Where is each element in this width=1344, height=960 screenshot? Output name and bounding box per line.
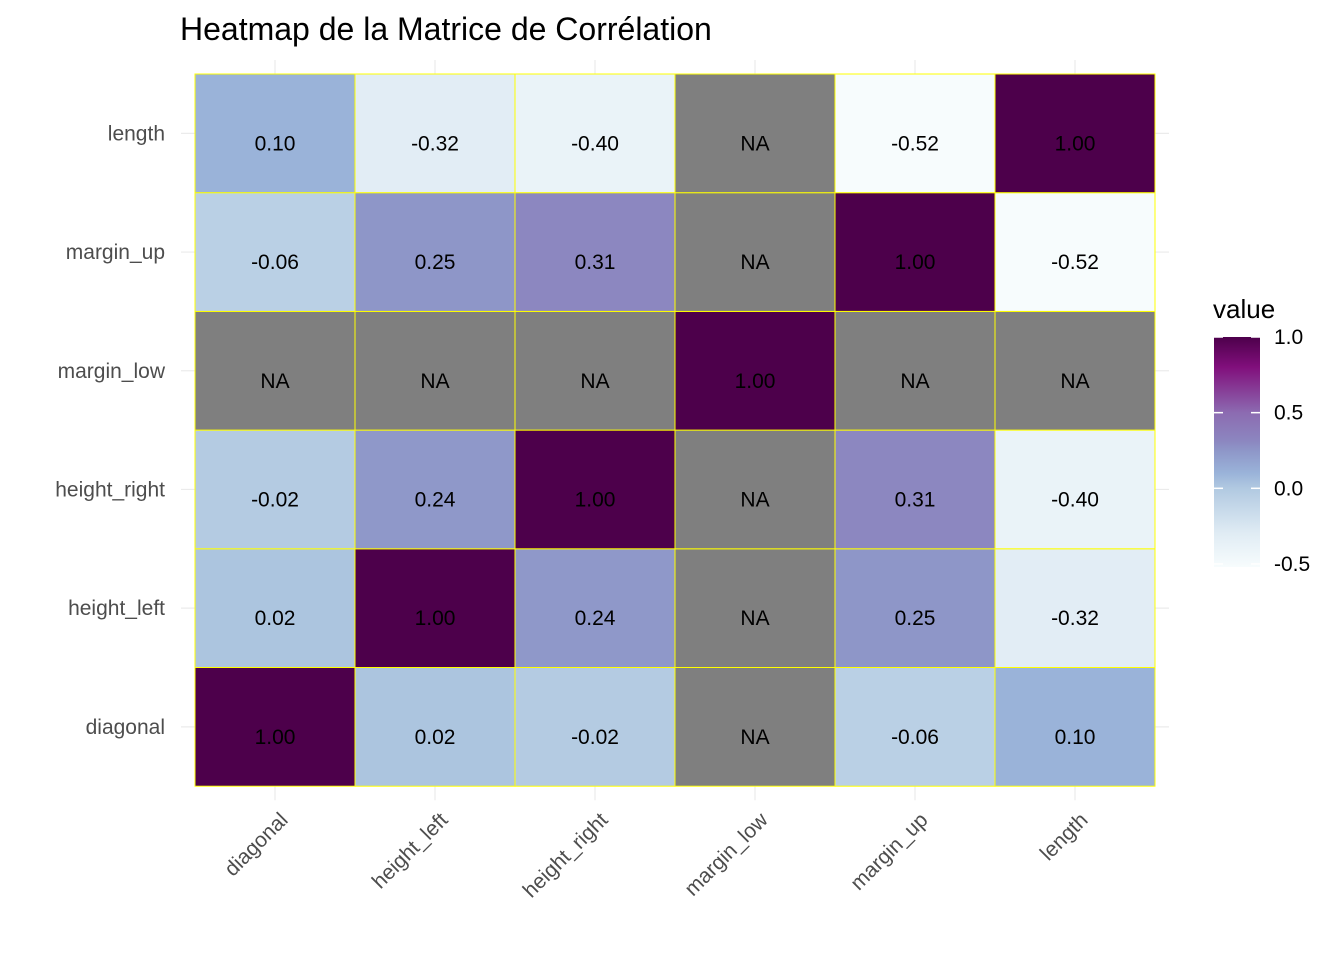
cell-value-label: 0.02 bbox=[255, 607, 296, 630]
legend-title: value bbox=[1213, 294, 1275, 324]
cell-value-label: -0.06 bbox=[251, 251, 299, 274]
cell-value-label: -0.02 bbox=[571, 726, 619, 749]
heatmap-cell bbox=[514, 73, 676, 194]
cell-value-label: -0.32 bbox=[1051, 607, 1099, 630]
x-tick-label: height_left bbox=[368, 808, 453, 893]
y-tick-label: length bbox=[108, 122, 165, 145]
heatmap-cell bbox=[194, 429, 356, 550]
cell-value-label: 0.02 bbox=[415, 726, 456, 749]
heatmap-cell bbox=[674, 548, 836, 668]
heatmap-cell bbox=[354, 310, 516, 431]
heatmap-cell bbox=[834, 192, 996, 312]
cell-value-label: -0.52 bbox=[891, 132, 939, 155]
y-tick-label: height_left bbox=[68, 597, 165, 620]
chart-title: Heatmap de la Matrice de Corrélation bbox=[180, 11, 712, 47]
heatmap-cell bbox=[514, 429, 676, 550]
cell-value-label: 1.00 bbox=[895, 251, 936, 274]
legend-tick-label: 0.0 bbox=[1274, 477, 1303, 500]
heatmap-cell bbox=[834, 429, 996, 550]
cell-value-label: 1.00 bbox=[575, 488, 616, 511]
cell-value-label: 1.00 bbox=[735, 370, 776, 393]
cell-value-label: 0.24 bbox=[575, 607, 616, 630]
x-tick-label: margin_up bbox=[846, 808, 932, 894]
y-tick-label: height_right bbox=[55, 478, 165, 501]
legend-tick-label: -0.5 bbox=[1274, 553, 1310, 576]
heatmap-cell bbox=[194, 310, 356, 431]
cell-value-label: 0.31 bbox=[895, 488, 936, 511]
cell-value-label: -0.40 bbox=[571, 132, 619, 155]
cell-value-label: 0.31 bbox=[575, 251, 616, 274]
x-tick-label: diagonal bbox=[220, 808, 292, 880]
cell-value-label: NA bbox=[580, 370, 609, 393]
cell-value-label: -0.02 bbox=[251, 488, 299, 511]
heatmap-cell bbox=[514, 192, 676, 312]
heatmap-cell bbox=[834, 73, 996, 194]
y-tick-label: margin_up bbox=[66, 241, 165, 264]
heatmap-cell bbox=[354, 192, 516, 312]
cell-value-label: NA bbox=[1060, 370, 1089, 393]
heatmap-cell bbox=[994, 73, 1156, 194]
cell-value-label: NA bbox=[420, 370, 449, 393]
cell-value-label: 0.24 bbox=[415, 488, 456, 511]
heatmap-cell bbox=[354, 73, 516, 194]
x-tick-label: height_right bbox=[519, 808, 613, 902]
cell-value-label: 0.25 bbox=[415, 251, 456, 274]
heatmap-cell bbox=[994, 192, 1156, 312]
x-tick-label: margin_low bbox=[680, 808, 773, 901]
heatmap-cell bbox=[834, 667, 996, 787]
heatmap-cell bbox=[674, 429, 836, 550]
cell-value-label: 1.00 bbox=[255, 726, 296, 749]
heatmap-cells bbox=[194, 73, 1156, 787]
heatmap-cell bbox=[514, 310, 676, 431]
x-tick-label: length bbox=[1036, 808, 1093, 865]
heatmap-cell bbox=[194, 667, 356, 787]
cell-value-label: NA bbox=[740, 132, 769, 155]
cell-value-label: 0.10 bbox=[255, 132, 296, 155]
cell-value-label: NA bbox=[900, 370, 929, 393]
cell-value-label: NA bbox=[260, 370, 289, 393]
legend-colorbar bbox=[1214, 337, 1260, 567]
cell-value-label: NA bbox=[740, 251, 769, 274]
cell-value-label: NA bbox=[740, 607, 769, 630]
cell-value-label: 0.25 bbox=[895, 607, 936, 630]
heatmap-cell bbox=[354, 667, 516, 787]
heatmap-cell bbox=[354, 429, 516, 550]
cell-value-label: -0.40 bbox=[1051, 488, 1099, 511]
heatmap-cell bbox=[354, 548, 516, 668]
heatmap-cell bbox=[834, 310, 996, 431]
legend-tick-label: 1.0 bbox=[1274, 326, 1303, 349]
color-legend: value 1.0 0.5 0.0 -0.5 bbox=[1213, 294, 1310, 576]
cell-value-label: -0.06 bbox=[891, 726, 939, 749]
cell-labels: 1.00 0.02 -0.02 NA -0.06 0.10 0.02 1.00 0.24 NA 0.… bbox=[251, 132, 1099, 749]
cell-value-label: NA bbox=[740, 726, 769, 749]
cell-value-label: 1.00 bbox=[415, 607, 456, 630]
heatmap-cell bbox=[994, 429, 1156, 550]
y-tick-label: diagonal bbox=[86, 716, 165, 739]
heatmap-cell bbox=[674, 310, 836, 431]
cell-value-label: NA bbox=[740, 488, 769, 511]
heatmap-cell bbox=[834, 548, 996, 668]
x-axis: diagonal height_left height_right margin_lo… bbox=[220, 808, 1092, 902]
heatmap-cell bbox=[994, 667, 1156, 787]
heatmap-cell bbox=[994, 548, 1156, 668]
cell-value-label: -0.52 bbox=[1051, 251, 1099, 274]
y-tick-label: margin_low bbox=[58, 360, 166, 383]
cell-value-label: 1.00 bbox=[1055, 132, 1096, 155]
heatmap-cell bbox=[194, 73, 356, 194]
heatmap-cell bbox=[194, 548, 356, 668]
cell-value-label: 0.10 bbox=[1055, 726, 1096, 749]
legend-tick-label: 0.5 bbox=[1274, 402, 1303, 425]
cell-value-label: -0.32 bbox=[411, 132, 459, 155]
heatmap-cell bbox=[994, 310, 1156, 431]
y-axis: diagonal height_left height_right margin_lo… bbox=[55, 122, 166, 739]
